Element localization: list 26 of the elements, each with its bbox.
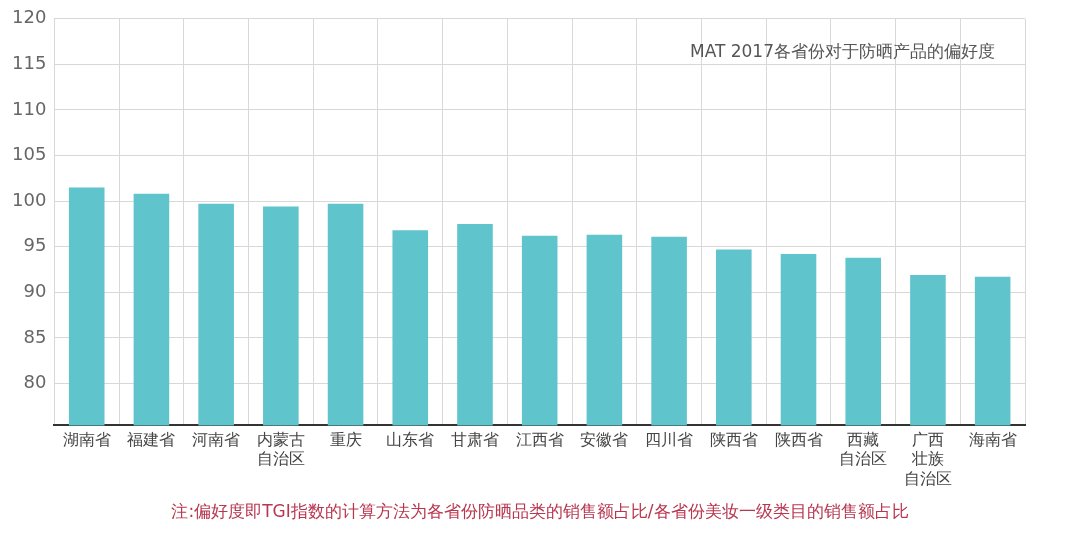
x-tick-label: 陕西省 bbox=[774, 430, 823, 450]
y-tick-label: 105 bbox=[12, 143, 47, 165]
y-tick-label: 115 bbox=[12, 52, 47, 74]
y-tick-label: 80 bbox=[23, 371, 47, 393]
x-tick-label: 内蒙古自治区 bbox=[256, 430, 305, 469]
x-tick-label: 江西省 bbox=[515, 430, 564, 450]
x-tick-label: 海南省 bbox=[968, 430, 1017, 450]
y-tick-label: 90 bbox=[23, 279, 47, 301]
y-tick-label: 120 bbox=[12, 6, 47, 28]
y-tick-label: 100 bbox=[12, 188, 47, 210]
text: MAT 2017各省份对于防晒产品的偏好度 bbox=[689, 41, 995, 62]
y-tick-label: 85 bbox=[23, 325, 47, 347]
x-tick-label: 湖南省 bbox=[62, 430, 111, 450]
y-tick-label: 110 bbox=[12, 97, 47, 119]
x-tick-label: 河南省 bbox=[192, 430, 241, 450]
x-tick-label: 四川省 bbox=[645, 430, 694, 450]
x-tick-label: 山东省 bbox=[386, 430, 435, 450]
x-tick-label: 重庆 bbox=[329, 430, 362, 450]
x-tick-label: 福建省 bbox=[127, 430, 176, 450]
x-tick-label: 安徽省 bbox=[580, 430, 629, 450]
x-tick-label: 陕西省 bbox=[709, 430, 758, 450]
y-tick-label: 95 bbox=[23, 234, 47, 256]
x-tick-label: 西藏自治区 bbox=[839, 430, 888, 469]
text: 注:偏好度即TGI指数的计算方法为各省份防晒品类的销售额占比/各省份美妆一级类目的销售额占比 bbox=[170, 500, 910, 523]
x-tick-label: 广西壮族自治区 bbox=[903, 430, 952, 488]
x-tick-label: 甘肃省 bbox=[450, 430, 499, 450]
